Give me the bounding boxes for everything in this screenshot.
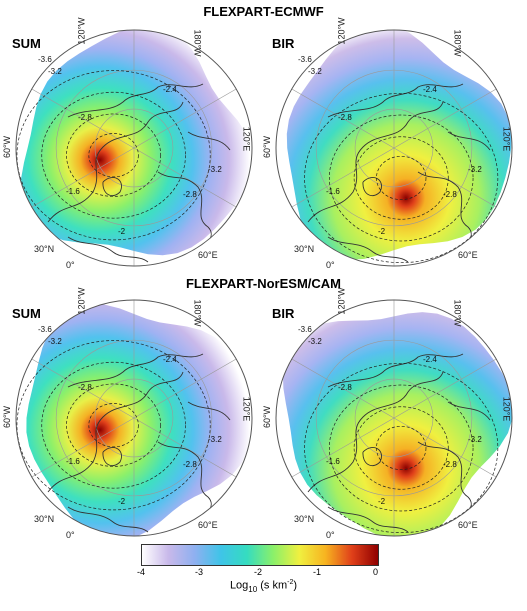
grid-label-w120: 120°W	[76, 287, 87, 315]
contour-label: -2.8	[183, 190, 197, 199]
contour-label: -1.6	[326, 187, 340, 196]
grid-label-w60: 60°W	[262, 135, 273, 159]
sensitivity-field	[16, 30, 252, 266]
grid-label-w60: 60°W	[2, 405, 13, 429]
contour-label: -3.2	[208, 165, 222, 174]
grid-label-zero: 0°	[66, 260, 75, 270]
contour-label: -3.2	[208, 435, 222, 444]
grid-label-w120: 120°W	[336, 287, 347, 315]
contour-label: -3.2	[48, 337, 62, 346]
grid-label-e120: 120°E	[501, 126, 512, 152]
map-panel-ecmwf-bir: -3.2 -3.6 -2.8 -2.4 -2 -1.6 -2.8 -3.2 BIR 120°W…	[262, 17, 520, 274]
grid-label-w180: 180°W	[192, 29, 203, 57]
contour-label: -3.2	[468, 165, 482, 174]
polar-map: -3.2 -3.6 -2.8 -2.4 -2 -1.6 -2.8 -3.2	[15, 29, 253, 267]
contour-label: -2	[378, 227, 386, 236]
contour-label: -2.4	[423, 355, 437, 364]
grid-label-w60: 60°W	[262, 405, 273, 429]
colorbar-tick: -2	[254, 567, 263, 577]
contour-label: -2.8	[183, 460, 197, 469]
contour-label: -3.6	[38, 325, 52, 334]
contour-label: -2	[118, 497, 126, 506]
grid-label-w120: 120°W	[336, 17, 347, 45]
grid-label-w180: 180°W	[452, 299, 463, 327]
panel-label: BIR	[272, 36, 295, 51]
contour-label: -3.6	[298, 55, 312, 64]
colorbar-label: Log10 (s km-2)	[229, 579, 298, 594]
grid-label-n30: 30°N	[34, 244, 55, 254]
contour-label: -2.8	[338, 383, 352, 392]
grid-label-e120: 120°E	[241, 396, 252, 422]
grid-label-n30: 30°N	[294, 514, 315, 524]
panel-label: SUM	[12, 36, 41, 51]
colorbar	[141, 544, 379, 566]
grid-label-w180: 180°W	[192, 299, 203, 327]
map-panel-noresm-sum: -3.2 -3.6 -2.8 -2.4 -2 -1.6 -2.8 -3.2 SUM 120°W…	[2, 287, 260, 544]
grid-label-e60: 60°E	[458, 250, 478, 260]
grid-label-w60: 60°W	[2, 135, 13, 159]
grid-label-e60: 60°E	[198, 250, 218, 260]
grid-label-e60: 60°E	[198, 520, 218, 530]
grid-label-e120: 120°E	[241, 126, 252, 152]
grid-label-w120: 120°W	[76, 17, 87, 45]
section-title-ecmwf: FLEXPART-ECMWF	[203, 4, 324, 19]
contour-label: -3.6	[38, 55, 52, 64]
grid-label-e60: 60°E	[458, 520, 478, 530]
map-panel-ecmwf-sum: -3.2 -3.6 -2.8 -2.4 -2 -1.6 -2.8 -3.2 SUM 120°W…	[2, 17, 260, 274]
polar-map: -3.2 -3.6 -2.8 -2.4 -2 -1.6 -2.8 -3.2	[275, 29, 513, 267]
section-title-noresm: FLEXPART-NorESM/CAM	[185, 276, 342, 291]
colorbar-tick: -4	[137, 567, 146, 577]
grid-label-zero: 0°	[66, 530, 75, 540]
grid-label-e120: 120°E	[501, 396, 512, 422]
contour-label: -1.6	[326, 457, 340, 466]
panel-label: SUM	[12, 306, 41, 321]
contour-label: -2.8	[443, 460, 457, 469]
contour-label: -3.2	[468, 435, 482, 444]
sensitivity-field	[276, 300, 512, 536]
contour-label: -3.2	[308, 337, 322, 346]
grid-label-n30: 30°N	[294, 244, 315, 254]
colorbar-tick: -1	[313, 567, 322, 577]
contour-label: -2.4	[163, 355, 177, 364]
panel-label: BIR	[272, 306, 295, 321]
contour-label: -2.8	[78, 383, 92, 392]
contour-label: -1.6	[66, 187, 80, 196]
sensitivity-field	[16, 300, 252, 536]
contour-label: -3.2	[308, 67, 322, 76]
contour-label: -2.8	[78, 113, 92, 122]
contour-label: -2.4	[163, 85, 177, 94]
sensitivity-field	[276, 30, 512, 266]
contour-label: -2	[378, 497, 386, 506]
polar-map: -3.2 -3.6 -2.8 -2.4 -2 -1.6 -2.8 -3.2	[275, 299, 513, 537]
contour-label: -1.6	[66, 457, 80, 466]
contour-label: -2.8	[338, 113, 352, 122]
contour-label: -2.8	[443, 190, 457, 199]
colorbar-tick: -3	[195, 567, 204, 577]
colorbar-tick: 0	[373, 567, 379, 577]
map-panel-noresm-bir: -3.2 -3.6 -2.8 -2.4 -2 -1.6 -2.8 -3.2 BIR 120°W…	[262, 287, 520, 544]
grid-label-n30: 30°N	[34, 514, 55, 524]
contour-label: -2.4	[423, 85, 437, 94]
grid-label-zero: 0°	[326, 260, 335, 270]
grid-label-zero: 0°	[326, 530, 335, 540]
polar-map: -3.2 -3.6 -2.8 -2.4 -2 -1.6 -2.8 -3.2	[15, 299, 253, 537]
grid-label-w180: 180°W	[452, 29, 463, 57]
contour-label: -3.2	[48, 67, 62, 76]
contour-label: -2	[118, 227, 126, 236]
contour-label: -3.6	[298, 325, 312, 334]
